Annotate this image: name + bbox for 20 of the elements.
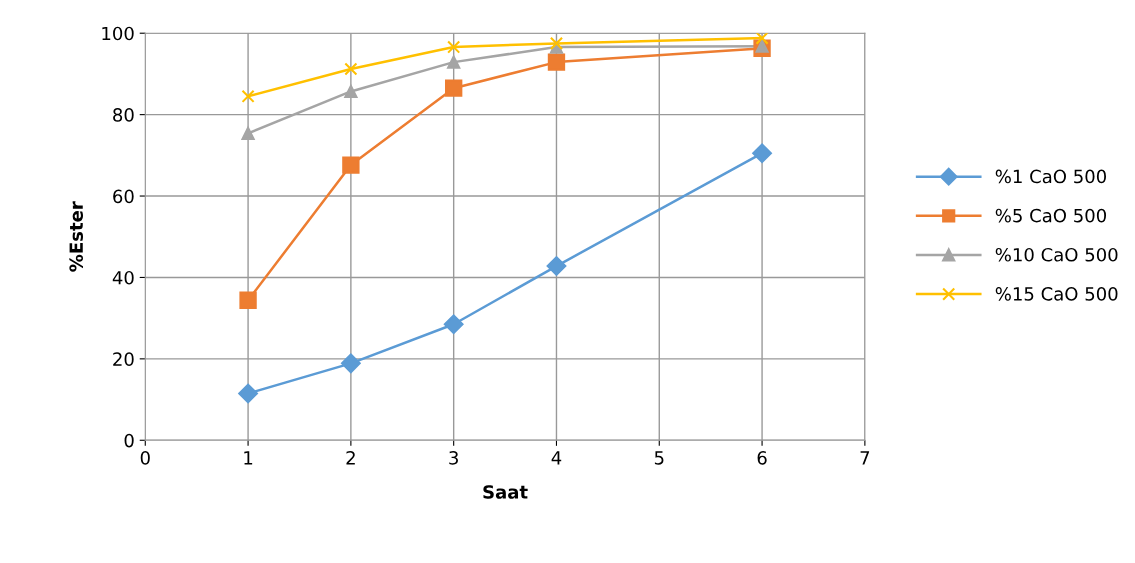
x-tick-label: 5 — [654, 451, 664, 465]
legend-label: %1 CaO 500 — [995, 169, 1107, 184]
y-tick-label: 60 — [113, 189, 134, 204]
x-tick-label: 6 — [757, 451, 767, 465]
y-tick-label: 0 — [124, 433, 134, 448]
x-tick-label: 1 — [244, 451, 253, 465]
y-axis-title: %Ester — [69, 201, 84, 272]
x-tick-label: 0 — [140, 451, 150, 465]
y-tick-label: 100 — [102, 26, 134, 41]
x-tick-label: 4 — [551, 451, 562, 465]
y-tick-label: 40 — [112, 270, 134, 285]
legend-label: %10 CaO 500 — [995, 247, 1118, 262]
x-axis-title: Saat — [483, 485, 528, 499]
x-tick-label: 7 — [860, 451, 870, 465]
legend-label: %5 CaO 500 — [995, 208, 1107, 223]
x-tick-label: 3 — [449, 451, 458, 465]
legend-label: %15 CaO 500 — [995, 287, 1118, 301]
x-tick-label: 2 — [346, 451, 355, 465]
y-tick-label: 20 — [113, 352, 134, 366]
y-tick-label: 80 — [113, 108, 134, 122]
